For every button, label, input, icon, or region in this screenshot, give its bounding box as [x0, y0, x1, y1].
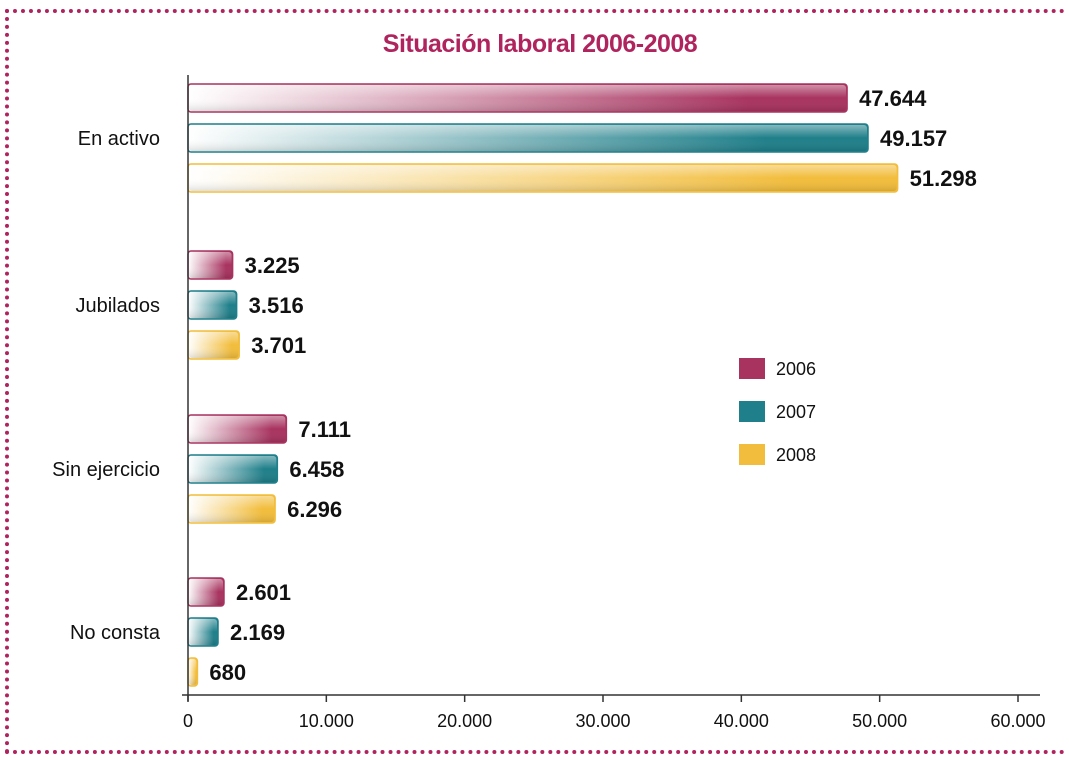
- data-label: 2.169: [230, 620, 285, 645]
- bar-shine: [189, 496, 275, 522]
- x-tick-label: 0: [183, 711, 193, 731]
- x-tick-label: 20.000: [437, 711, 492, 731]
- category-label: Jubilados: [75, 295, 160, 317]
- legend-swatch-2006: [739, 358, 765, 379]
- x-tick-label: 60.000: [990, 711, 1045, 731]
- data-label: 49.157: [880, 126, 947, 151]
- data-label: 680: [209, 660, 246, 685]
- bar-shine: [189, 619, 218, 645]
- legend-label: 2006: [776, 359, 816, 379]
- category-label: No consta: [70, 622, 161, 644]
- legend-swatch-2007: [739, 401, 765, 422]
- bar-shine: [189, 416, 286, 442]
- bar-shine: [189, 165, 897, 191]
- data-label: 51.298: [910, 166, 977, 191]
- x-tick-label: 40.000: [714, 711, 769, 731]
- chart-title: Situación laboral 2006-2008: [382, 30, 698, 58]
- legend-label: 2008: [776, 445, 816, 465]
- category-label: En activo: [78, 128, 160, 150]
- data-label: 3.701: [251, 333, 306, 358]
- x-tick-label: 10.000: [299, 711, 354, 731]
- chart-frame: [5, 9, 1065, 754]
- x-tick-label: 30.000: [575, 711, 630, 731]
- bar-shine: [189, 85, 847, 111]
- bar-shine: [189, 659, 197, 685]
- data-label: 3.516: [249, 293, 304, 318]
- data-label: 6.458: [289, 457, 344, 482]
- bar-shine: [189, 125, 868, 151]
- legend-label: 2007: [776, 402, 816, 422]
- x-tick-label: 50.000: [852, 711, 907, 731]
- category-label: Sin ejercicio: [52, 459, 160, 481]
- bar-shine: [189, 579, 223, 605]
- data-label: 47.644: [859, 86, 927, 111]
- bar-shine: [189, 252, 232, 278]
- bar-shine: [189, 332, 239, 358]
- bar-shine: [189, 456, 277, 482]
- bar-shine: [189, 292, 236, 318]
- data-label: 6.296: [287, 497, 342, 522]
- data-label: 7.111: [298, 417, 351, 442]
- data-label: 3.225: [245, 253, 300, 278]
- data-label: 2.601: [236, 580, 291, 605]
- legend-swatch-2008: [739, 444, 765, 465]
